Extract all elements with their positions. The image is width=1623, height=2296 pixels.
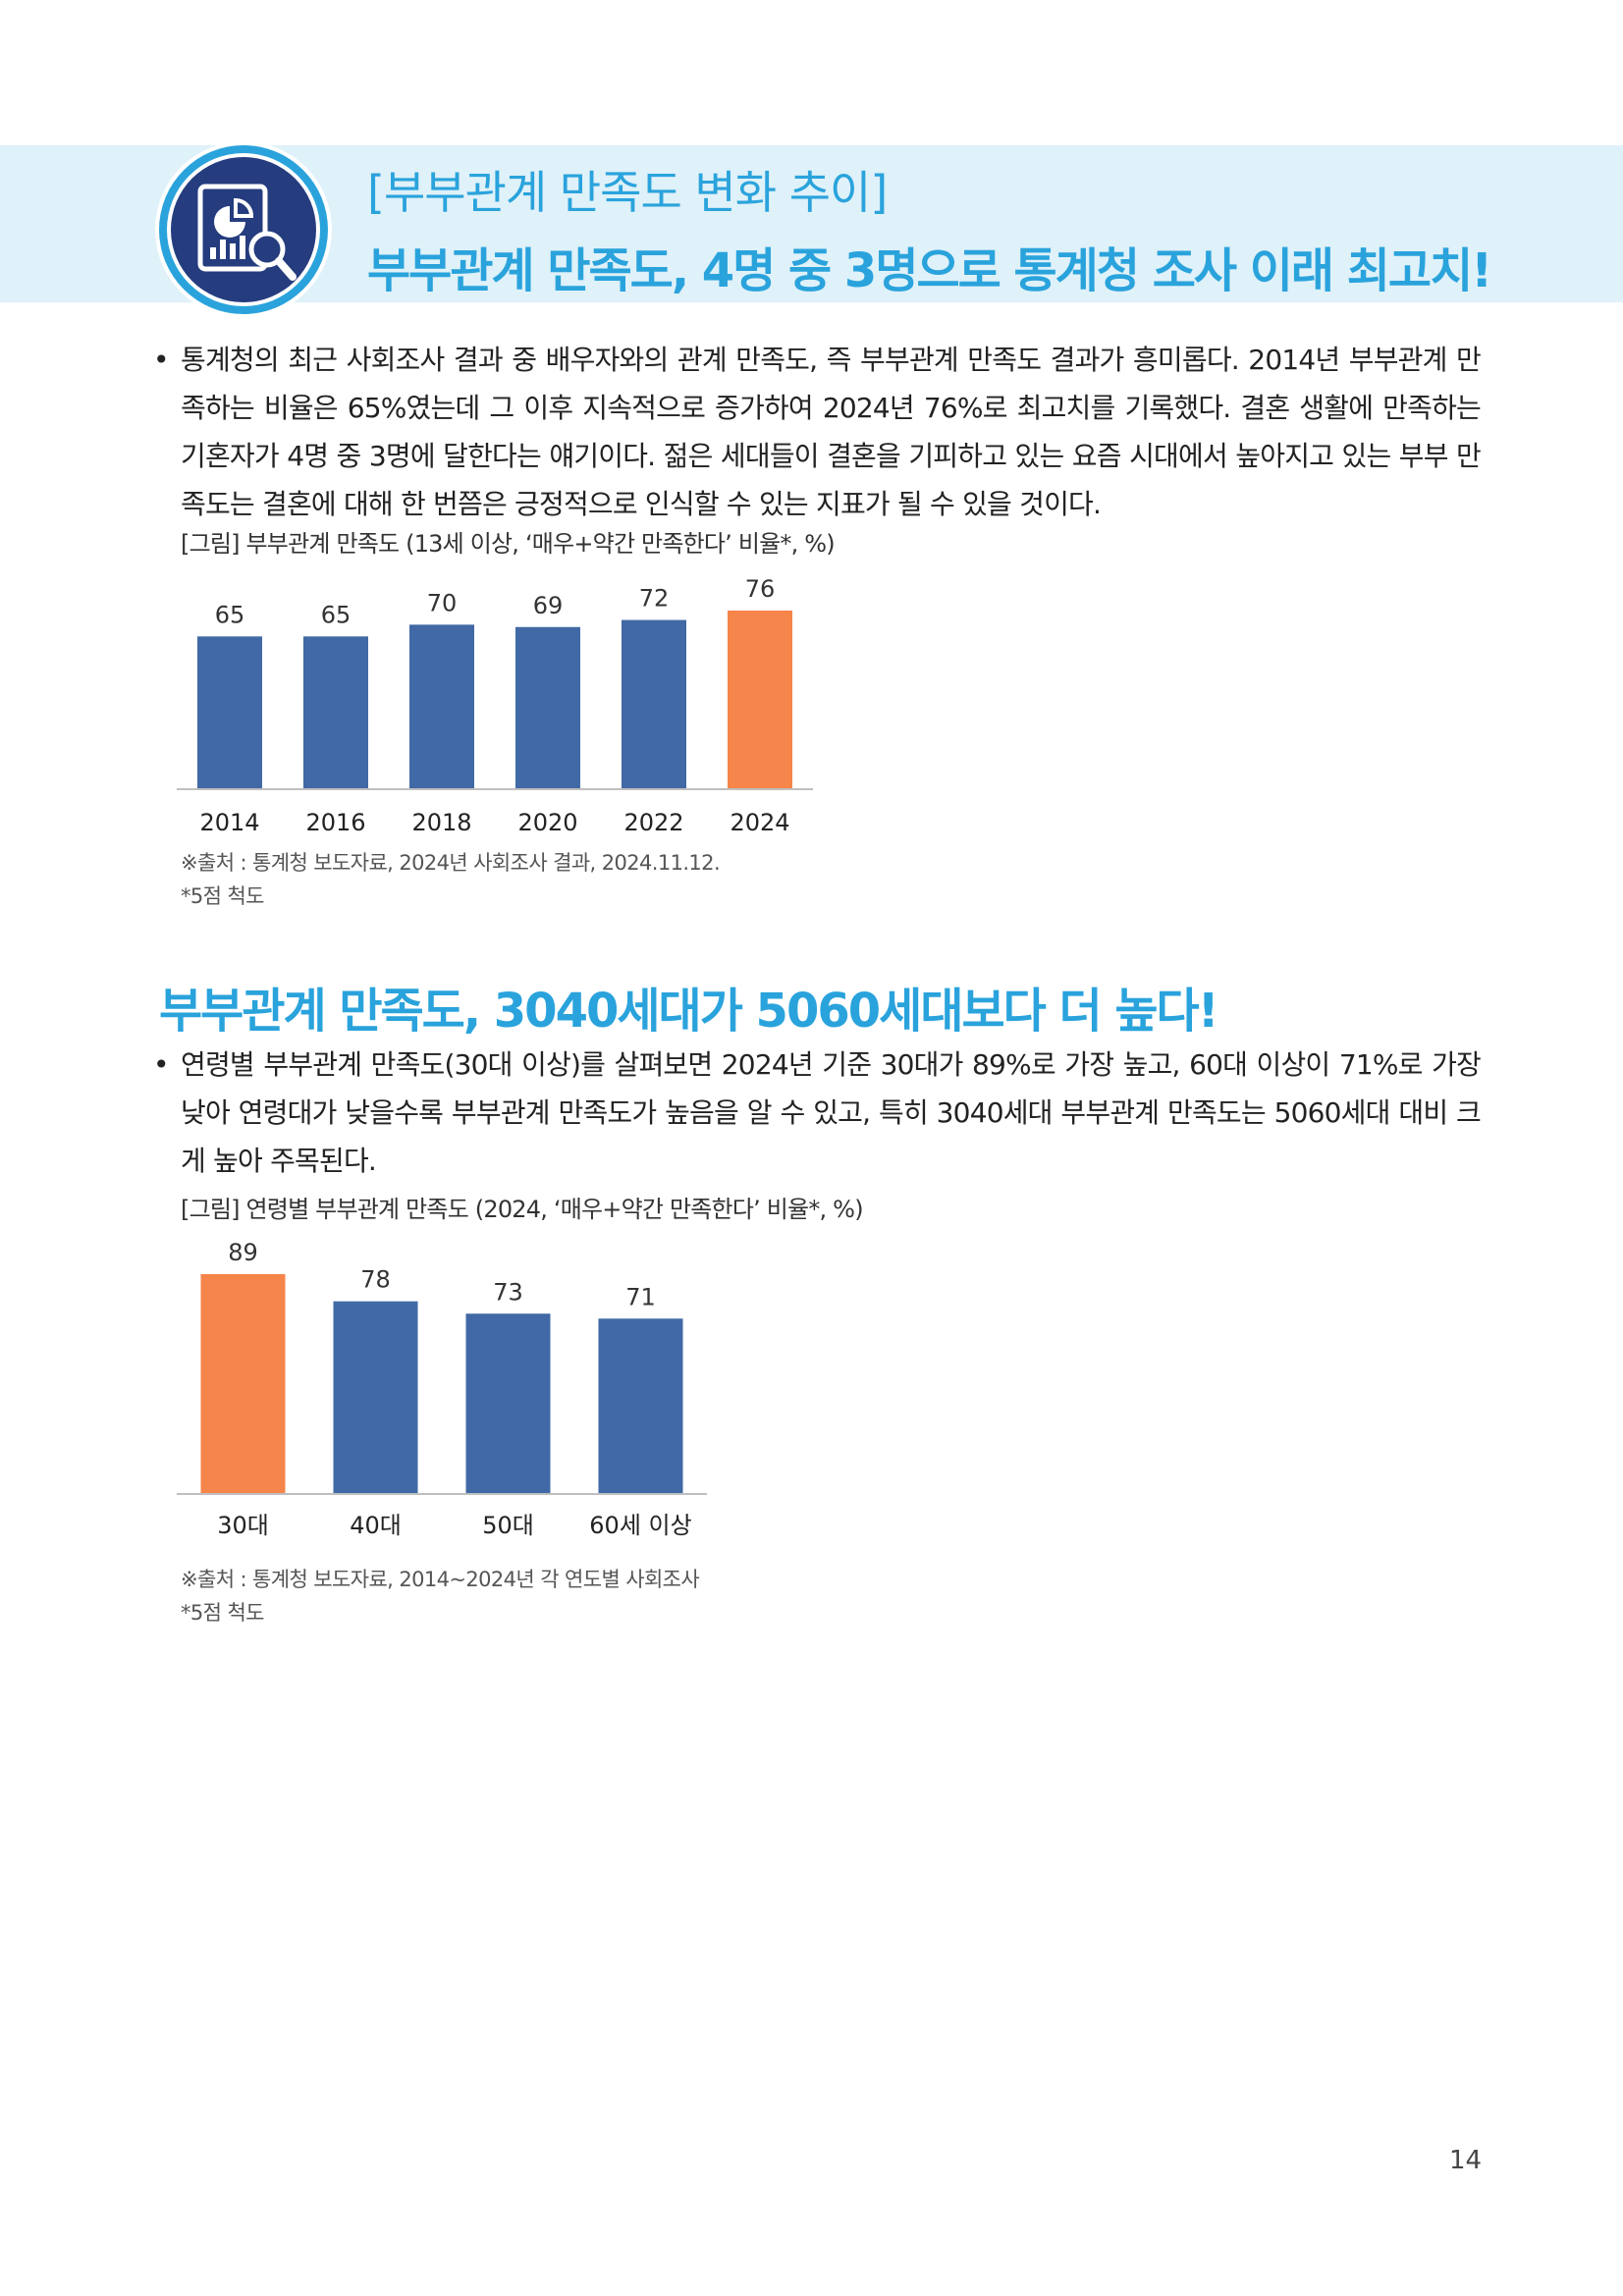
- source-line: ※출처 : 통계청 보도자료, 2024년 사회조사 결과, 2024.11.1…: [181, 851, 721, 875]
- scale-note: *5점 척도: [181, 1601, 265, 1625]
- page-number: 14: [1449, 2146, 1483, 2175]
- data-label: 65: [321, 601, 352, 628]
- bar-2024: [728, 611, 792, 789]
- section1-paragraph: 통계청의 최근 사회조사 결과 중 배우자와의 관계 만족도, 즉 부부관계 만…: [181, 344, 1482, 520]
- section2-paragraph: 연령별 부부관계 만족도(30대 이상)를 살펴보면 2024년 기준 30대가…: [181, 1048, 1482, 1177]
- data-label: 76: [745, 575, 776, 603]
- figure2-source: ※출처 : 통계청 보도자료, 2014~2024년 각 연도별 사회조사 *5…: [181, 1563, 700, 1629]
- tick-label: 2016: [305, 809, 365, 836]
- header-subtitle: [부부관계 만족도 변화 추이]: [367, 166, 888, 219]
- source-line: ※출처 : 통계청 보도자료, 2014~2024년 각 연도별 사회조사: [181, 1568, 700, 1591]
- data-label: 71: [625, 1283, 656, 1310]
- section2-paragraph-block: • 연령별 부부관계 만족도(30대 이상)를 살펴보면 2024년 기준 30…: [145, 1041, 1482, 1185]
- bar-2022: [622, 619, 686, 789]
- bar-2014: [197, 636, 262, 789]
- figure1-caption: [그림] 부부관계 만족도 (13세 이상, ‘매우+약간 만족한다’ 비율*,…: [181, 530, 836, 558]
- figure1-source: ※출처 : 통계청 보도자료, 2024년 사회조사 결과, 2024.11.1…: [181, 846, 721, 913]
- tick-label: 2014: [199, 809, 259, 836]
- scale-note: *5점 척도: [181, 884, 265, 908]
- tick-label: 60세 이상: [589, 1512, 691, 1539]
- figure2-caption: [그림] 연령별 부부관계 만족도 (2024, ‘매우+약간 만족한다’ 비율…: [181, 1196, 864, 1223]
- bar-60세 이상: [598, 1318, 683, 1494]
- tick-label: 2018: [411, 809, 471, 836]
- data-label: 73: [493, 1278, 523, 1306]
- tick-label: 30대: [217, 1512, 269, 1539]
- data-label: 78: [360, 1266, 391, 1294]
- section2-title: 부부관계 만족도, 3040세대가 5060세대보다 더 높다!: [159, 984, 1219, 1039]
- chart-magnifier-icon: [151, 137, 336, 322]
- bullet-marker: •: [153, 1048, 170, 1081]
- bar-2020: [515, 626, 580, 789]
- data-label: 89: [228, 1239, 258, 1266]
- bar-2016: [303, 636, 368, 789]
- bar-50대: [465, 1313, 551, 1494]
- tick-label: 2020: [517, 809, 577, 836]
- bar-40대: [333, 1301, 418, 1494]
- chart-yearly-satisfaction: 65 2014 65 2016 70 2018 69 2020 72 2022 76 2024: [177, 575, 813, 836]
- tick-label: 40대: [350, 1512, 402, 1539]
- bullet-marker: •: [153, 344, 170, 376]
- bar-30대: [200, 1274, 286, 1494]
- tick-label: 2024: [730, 809, 789, 836]
- chart-age-satisfaction: 89 30대 78 40대 73 50대 71 60세 이상: [177, 1239, 707, 1539]
- data-label: 65: [215, 601, 245, 628]
- data-label: 70: [427, 589, 458, 616]
- header-title: 부부관계 만족도, 4명 중 3명으로 통계청 조사 이래 최고치!: [367, 243, 1492, 298]
- tick-label: 50대: [482, 1512, 534, 1539]
- tick-label: 2022: [623, 809, 683, 836]
- data-label: 72: [639, 585, 670, 613]
- data-label: 69: [533, 592, 564, 619]
- bar-2018: [409, 624, 474, 789]
- section1-paragraph-block: • 통계청의 최근 사회조사 결과 중 배우자와의 관계 만족도, 즉 부부관계…: [145, 336, 1482, 528]
